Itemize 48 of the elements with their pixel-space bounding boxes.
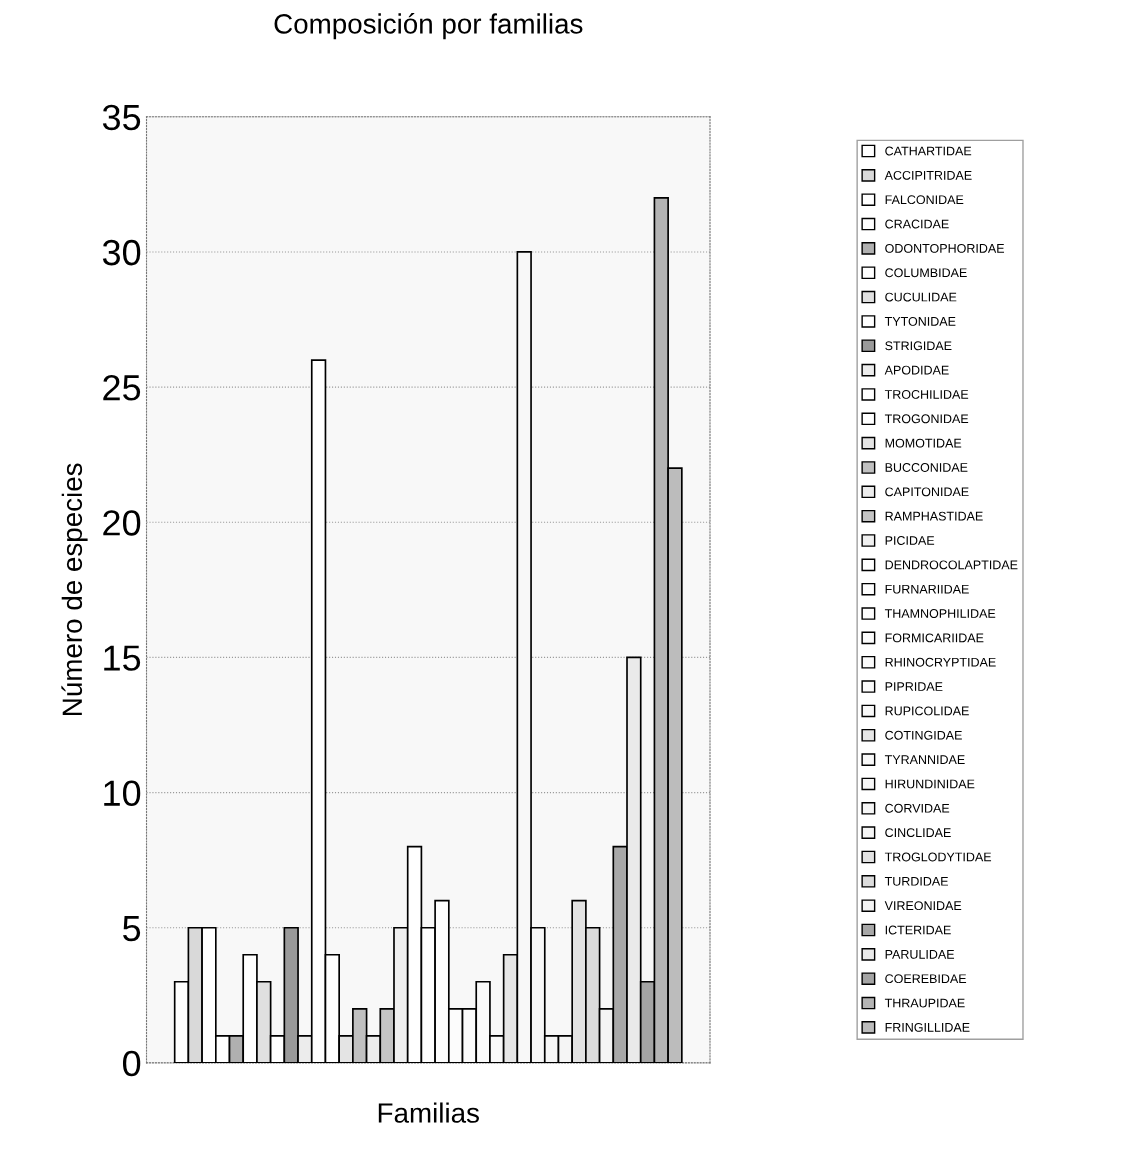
legend-label: THRAUPIDAE <box>884 998 965 1008</box>
y-tick-label: 15 <box>104 645 141 671</box>
legend-label: RAMPHASTIDAE <box>885 511 983 521</box>
legend-label: RHINOCRYPTIDAE <box>885 657 996 667</box>
legend-label: TROCHILIDAE <box>884 390 969 399</box>
legend-label: FORMICARIIDAE <box>885 633 984 643</box>
x-axis-title: Familias <box>378 1102 479 1123</box>
chart-title: Composición por familias <box>274 13 583 40</box>
y-tick-label: 30 <box>102 239 141 266</box>
y-tick-label: 20 <box>103 510 141 536</box>
legend-label: COLUMBIDAE <box>885 268 967 278</box>
legend-label: FRINGILLIDAE <box>885 1022 970 1032</box>
legend-label: CAPITONIDAE <box>885 487 969 497</box>
y-axis-title: Número de especies <box>61 463 88 715</box>
y-tick-label: 0 <box>122 1050 141 1077</box>
legend-label: CUCULIDAE <box>885 292 957 302</box>
y-tick-label: 10 <box>104 780 141 807</box>
legend-label: DENDROCOLAPTIDAE <box>885 560 1018 570</box>
legend-label: CINCLIDAE <box>885 828 951 838</box>
legend-label: FALCONIDAE <box>885 195 964 205</box>
y-tick-label: 5 <box>123 915 141 942</box>
legend-label: ODONTOPHORIDAE <box>885 243 1005 253</box>
legend-label: FURNARIIDAE <box>885 584 969 594</box>
legend-label: THAMNOPHILIDAE <box>884 609 996 618</box>
legend-label: ICTERIDAE <box>885 925 951 935</box>
legend-label: APODIDAE <box>884 365 949 375</box>
legend-label: PARULIDAE <box>885 950 955 959</box>
legend-label: BUCCONIDAE <box>885 463 968 472</box>
legend-label: PIPRIDAE <box>885 682 943 691</box>
legend-label: COEREBIDAE <box>885 974 967 984</box>
legend-label: ACCIPITRIDAE <box>884 170 972 180</box>
legend-label: HIRUNDINIDAE <box>885 779 975 789</box>
legend-label: TURDIDAE <box>884 877 948 886</box>
legend-label: TROGLODYTIDAE <box>884 852 992 862</box>
legend-label: TYRANNIDAE <box>884 755 965 764</box>
legend-label: TYTONIDAE <box>884 316 956 326</box>
legend-label: MOMOTIDAE <box>885 438 962 448</box>
legend-label: TROGONIDAE <box>884 414 969 424</box>
legend-label: CATHARTIDAE <box>885 146 972 156</box>
legend-label: RUPICOLIDAE <box>885 706 969 716</box>
y-tick-label: 35 <box>102 104 141 131</box>
legend-label: CORVIDAE <box>885 803 950 813</box>
legend-label: CRACIDAE <box>885 219 949 229</box>
legend-label: PICIDAE <box>885 536 935 545</box>
legend-label: STRIGIDAE <box>885 341 952 351</box>
y-tick-label: 25 <box>103 374 141 401</box>
legend-label: VIREONIDAE <box>884 901 962 911</box>
legend-label: COTINGIDAE <box>885 730 962 740</box>
